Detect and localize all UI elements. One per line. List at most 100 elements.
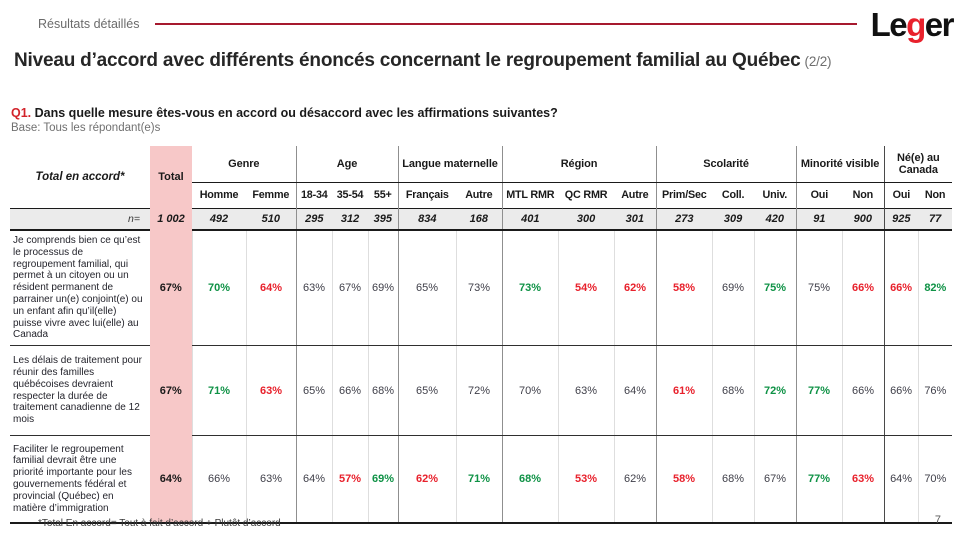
value-cell: 75% bbox=[795, 230, 843, 347]
value-cell: 68% bbox=[711, 345, 755, 437]
column-header: 18-34 bbox=[295, 182, 333, 208]
value-cell: 53% bbox=[557, 435, 615, 524]
column-header: Oui bbox=[883, 182, 919, 208]
value-cell: 68% bbox=[501, 435, 559, 524]
value-cell: 64% bbox=[295, 435, 333, 524]
n-value-cell: 900 bbox=[842, 207, 885, 231]
value-cell: 54% bbox=[557, 230, 615, 347]
value-cell: 75% bbox=[753, 230, 797, 347]
n-value-cell: 1 002 bbox=[150, 208, 192, 230]
group-header-langue: Langue maternelle bbox=[397, 146, 503, 183]
group-header-ne-au-canada: Né(e) au Canada bbox=[883, 146, 953, 183]
value-cell: 63% bbox=[295, 230, 333, 347]
column-header: MTL RMR bbox=[501, 182, 559, 208]
value-cell: 66% bbox=[191, 435, 246, 524]
value-cell: 69% bbox=[711, 230, 755, 347]
value-cell: 66% bbox=[883, 230, 919, 347]
group-header-region: Région bbox=[501, 146, 657, 183]
statement-cell: Faciliter le regroupement familial devra… bbox=[10, 435, 150, 524]
value-cell: 69% bbox=[367, 230, 399, 347]
column-header: Non bbox=[852, 189, 874, 201]
value-cell: 66% bbox=[841, 345, 885, 437]
n-value-cell: 401 bbox=[501, 207, 559, 231]
value-cell: 70% bbox=[191, 230, 246, 347]
question-text: Dans quelle mesure êtes-vous en accord o… bbox=[34, 106, 558, 120]
value-cell: 58% bbox=[655, 230, 713, 347]
n-value-cell: 273 bbox=[655, 207, 713, 231]
page-number: 7 bbox=[934, 514, 941, 526]
value-cell: 64% bbox=[150, 435, 192, 524]
leger-logo: Leger bbox=[870, 5, 955, 43]
value-cell: 67% bbox=[150, 230, 192, 346]
value-cell: 69% bbox=[367, 435, 399, 524]
value-cell: 63% bbox=[245, 435, 297, 524]
column-header: Autre bbox=[465, 189, 493, 201]
n-value-cell: 925 bbox=[883, 207, 919, 231]
n-value-cell: 301 bbox=[614, 207, 657, 231]
value-cell: 65% bbox=[397, 345, 457, 437]
n-value-cell: 168 bbox=[456, 207, 503, 231]
value-cell: 63% bbox=[557, 345, 615, 437]
column-header: 55+ bbox=[373, 189, 392, 201]
page-title: Niveau d’accord avec différents énoncés … bbox=[14, 50, 967, 72]
value-cell: 66% bbox=[331, 345, 369, 437]
n-value-cell: 312 bbox=[332, 207, 369, 231]
n-value-cell: 834 bbox=[397, 207, 457, 231]
page-title-text: Niveau d’accord avec différents énoncés … bbox=[14, 50, 801, 71]
value-cell: 77% bbox=[795, 435, 843, 524]
footnote: *Total En accord= Tout à fait d’accord +… bbox=[38, 518, 281, 529]
table-row: Les délais de traitement pour réunir des… bbox=[10, 345, 953, 437]
row-axis-label: Total en accord* bbox=[35, 170, 125, 183]
value-cell: 58% bbox=[655, 435, 713, 524]
results-table: Total en accord* Total Genre Age Langue … bbox=[10, 146, 953, 524]
value-cell: 82% bbox=[917, 230, 953, 347]
group-header-genre: Genre bbox=[192, 146, 297, 183]
value-cell: 67% bbox=[150, 345, 192, 436]
n-label: n= bbox=[10, 207, 150, 231]
base-text: Base: Tous les répondant(e)s bbox=[11, 122, 161, 134]
value-cell: 62% bbox=[613, 230, 657, 347]
sub-header-row: Homme Femme 18-34 35-54 55+ Français Autre MTL … bbox=[10, 182, 952, 208]
n-value-cell: 295 bbox=[295, 207, 333, 231]
value-cell: 76% bbox=[917, 345, 953, 437]
value-cell: 65% bbox=[295, 345, 333, 437]
value-cell: 64% bbox=[613, 345, 657, 437]
column-header: Homme bbox=[199, 189, 239, 201]
value-cell: 67% bbox=[753, 435, 797, 524]
value-cell: 67% bbox=[331, 230, 369, 347]
n-value-cell: 510 bbox=[246, 207, 297, 231]
value-cell: 72% bbox=[455, 345, 503, 437]
section-label: Résultats détaillés bbox=[38, 17, 140, 31]
value-cell: 68% bbox=[711, 435, 755, 524]
value-cell: 70% bbox=[501, 345, 559, 437]
column-header: Oui bbox=[795, 182, 843, 208]
statement-cell: Je comprends bien ce qu’est le processus… bbox=[10, 230, 150, 347]
value-cell: 64% bbox=[245, 230, 297, 347]
question-number: Q1. bbox=[11, 106, 32, 120]
red-divider bbox=[155, 22, 857, 26]
value-cell: 77% bbox=[795, 345, 843, 437]
n-value-cell: 77 bbox=[918, 207, 953, 231]
value-cell: 61% bbox=[655, 345, 713, 437]
group-header-row: Total en accord* Total Genre Age Langue … bbox=[10, 146, 953, 208]
n-value-cell: 309 bbox=[712, 207, 755, 231]
column-header: Autre bbox=[621, 189, 649, 201]
group-header-age: Age bbox=[295, 146, 399, 183]
column-header: Femme bbox=[252, 189, 290, 201]
page-title-suffix: (2/2) bbox=[804, 54, 832, 69]
logo-text-le: Le bbox=[870, 5, 908, 43]
n-value-cell: 91 bbox=[795, 207, 843, 231]
top-bar: Résultats détaillés Leger bbox=[38, 5, 955, 43]
value-cell: 62% bbox=[397, 435, 457, 524]
value-cell: 65% bbox=[397, 230, 457, 347]
n-value-cell: 395 bbox=[368, 207, 399, 231]
value-cell: 68% bbox=[367, 345, 399, 437]
value-cell: 66% bbox=[883, 345, 919, 437]
value-cell: 70% bbox=[917, 435, 953, 524]
column-header: Non bbox=[924, 189, 946, 201]
table-row: Faciliter le regroupement familial devra… bbox=[10, 435, 953, 524]
sample-size-row: n= 1 002 492 510 295 312 395 834 168 401 300 301 27… bbox=[10, 207, 953, 231]
value-cell: 64% bbox=[883, 435, 919, 524]
statement-cell: Les délais de traitement pour réunir des… bbox=[10, 345, 150, 437]
column-header: QC RMR bbox=[564, 189, 608, 201]
